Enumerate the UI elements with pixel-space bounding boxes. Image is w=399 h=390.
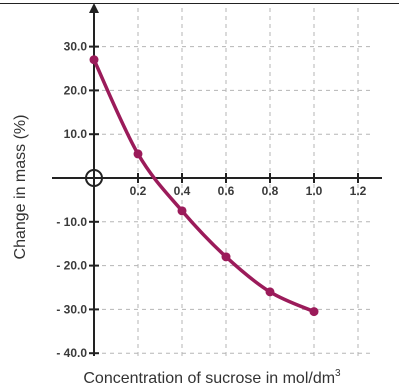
grid	[94, 8, 370, 356]
data-point-3	[221, 252, 231, 262]
series-line	[92, 57, 316, 314]
data-point-1	[133, 149, 143, 159]
data-point-4	[265, 287, 275, 297]
y-tick-label-4: - 20.0	[56, 259, 87, 273]
data-points	[89, 55, 319, 317]
y-tick-label-6: - 40.0	[56, 346, 87, 360]
data-point-0	[89, 55, 99, 65]
x-tick-label-3: 0.8	[262, 184, 279, 198]
x-tick-label-4: 1.0	[306, 184, 323, 198]
x-axis-label-text: Concentration of sucrose in mol/dm	[83, 370, 335, 387]
data-point-2	[177, 206, 187, 216]
y-tick-label-2: 10.0	[64, 127, 88, 141]
x-tick-labels: 0.2 0.4 0.6 0.8 1.0 1.2	[130, 184, 367, 198]
y-tick-label-3: - 10.0	[56, 215, 87, 229]
data-point-5	[309, 307, 319, 317]
x-axis-label: Concentration of sucrose in mol/dm3	[83, 368, 341, 387]
origin-marker	[85, 169, 103, 187]
x-tick-label-0: 0.2	[130, 184, 147, 198]
x-axis-label-superscript: 3	[335, 368, 341, 379]
y-tick-label-1: 20.0	[64, 83, 88, 97]
x-tick-label-2: 0.6	[218, 184, 235, 198]
y-tick-label-5: - 30.0	[56, 302, 87, 316]
y-tick-label-0: 30.0	[64, 40, 88, 54]
x-tick-label-5: 1.2	[350, 184, 367, 198]
y-tick-labels: 30.0 20.0 10.0 - 10.0 - 20.0 - 30.0 - 40.0	[56, 40, 87, 361]
y-axis-label: Change in mass (%)	[12, 115, 29, 260]
tick-marks	[89, 45, 359, 355]
y-axis-arrow	[89, 3, 99, 13]
x-tick-label-1: 0.4	[174, 184, 191, 198]
